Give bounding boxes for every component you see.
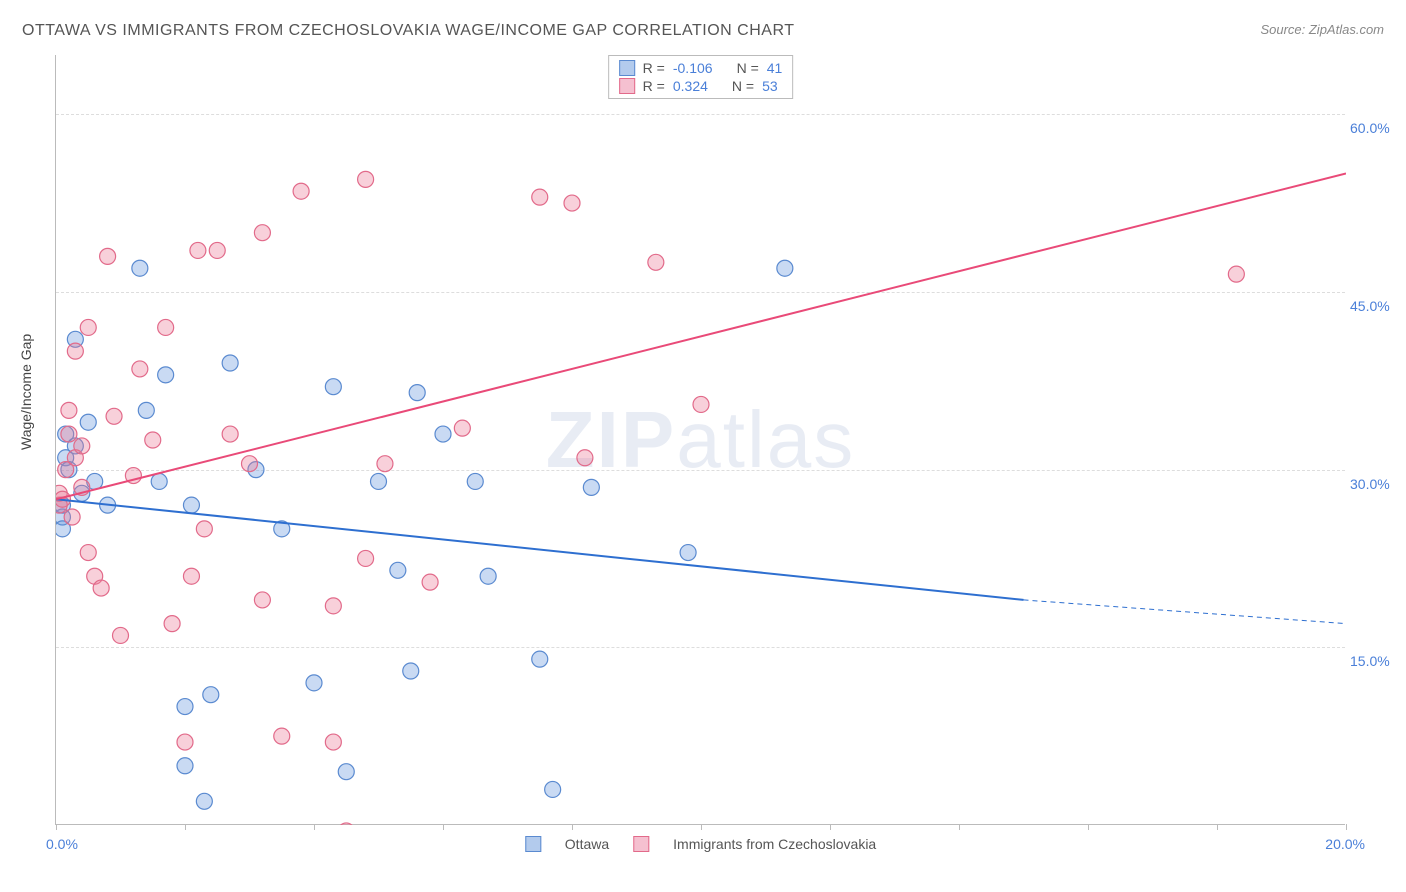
trend-line-extrapolated: [1024, 600, 1347, 624]
data-point: [138, 402, 154, 418]
data-point: [183, 497, 199, 513]
data-point: [113, 627, 129, 643]
legend-row-ottawa: R = -0.106 N = 41: [619, 60, 783, 76]
data-point: [132, 361, 148, 377]
data-point: [422, 574, 438, 590]
data-point: [1228, 266, 1244, 282]
data-point: [371, 473, 387, 489]
series-legend: Ottawa Immigrants from Czechoslovakia: [525, 836, 876, 852]
data-point: [564, 195, 580, 211]
data-point: [145, 432, 161, 448]
data-point: [190, 242, 206, 258]
n-value-immigrants: 53: [762, 78, 778, 94]
data-point: [132, 260, 148, 276]
data-point: [93, 580, 109, 596]
data-point: [209, 242, 225, 258]
data-point: [151, 473, 167, 489]
data-point: [454, 420, 470, 436]
data-point: [409, 385, 425, 401]
data-point: [61, 426, 77, 442]
plot-area: ZIPatlas 15.0%30.0%45.0%60.0% R = -0.106…: [55, 55, 1345, 825]
data-point: [390, 562, 406, 578]
data-point: [693, 396, 709, 412]
scatter-svg: [56, 55, 1346, 825]
r-value-immigrants: 0.324: [673, 78, 708, 94]
x-tick-label-min: 0.0%: [46, 836, 78, 852]
data-point: [164, 616, 180, 632]
data-point: [74, 438, 90, 454]
data-point: [158, 367, 174, 383]
y-tick-label: 15.0%: [1350, 653, 1405, 669]
data-point: [106, 408, 122, 424]
data-point: [777, 260, 793, 276]
data-point: [325, 379, 341, 395]
swatch-ottawa-icon: [525, 836, 541, 852]
series-name-ottawa: Ottawa: [565, 836, 609, 852]
source-attribution: Source: ZipAtlas.com: [1260, 22, 1384, 37]
trend-line: [56, 499, 1024, 600]
y-axis-label: Wage/Income Gap: [18, 334, 34, 450]
data-point: [158, 319, 174, 335]
y-tick-label: 45.0%: [1350, 298, 1405, 314]
data-point: [648, 254, 664, 270]
data-point: [80, 319, 96, 335]
r-value-ottawa: -0.106: [673, 60, 713, 76]
data-point: [183, 568, 199, 584]
data-point: [680, 545, 696, 561]
data-point: [532, 651, 548, 667]
data-point: [254, 592, 270, 608]
chart-container: OTTAWA VS IMMIGRANTS FROM CZECHOSLOVAKIA…: [0, 0, 1406, 892]
swatch-ottawa: [619, 60, 635, 76]
legend-row-immigrants: R = 0.324 N = 53: [619, 78, 783, 94]
data-point: [274, 728, 290, 744]
data-point: [222, 355, 238, 371]
n-value-ottawa: 41: [767, 60, 783, 76]
data-point: [254, 225, 270, 241]
data-point: [480, 568, 496, 584]
x-tick-label-max: 20.0%: [1325, 836, 1365, 852]
data-point: [435, 426, 451, 442]
y-tick-label: 60.0%: [1350, 120, 1405, 136]
chart-title: OTTAWA VS IMMIGRANTS FROM CZECHOSLOVAKIA…: [22, 22, 794, 40]
y-tick-label: 30.0%: [1350, 476, 1405, 492]
data-point: [338, 764, 354, 780]
swatch-immigrants-icon: [633, 836, 649, 852]
data-point: [583, 479, 599, 495]
data-point: [306, 675, 322, 691]
data-point: [242, 456, 258, 472]
data-point: [338, 823, 354, 825]
series-name-immigrants: Immigrants from Czechoslovakia: [673, 836, 876, 852]
data-point: [61, 402, 77, 418]
data-point: [467, 473, 483, 489]
n-label: N =: [737, 60, 759, 76]
data-point: [177, 758, 193, 774]
data-point: [177, 699, 193, 715]
data-point: [358, 550, 374, 566]
r-label: R =: [643, 60, 665, 76]
data-point: [325, 598, 341, 614]
data-point: [532, 189, 548, 205]
data-point: [177, 734, 193, 750]
r-label: R =: [643, 78, 665, 94]
swatch-immigrants: [619, 78, 635, 94]
data-point: [403, 663, 419, 679]
data-point: [325, 734, 341, 750]
data-point: [196, 521, 212, 537]
data-point: [196, 793, 212, 809]
data-point: [293, 183, 309, 199]
data-point: [577, 450, 593, 466]
trend-line: [56, 173, 1346, 499]
data-point: [100, 248, 116, 264]
data-point: [64, 509, 80, 525]
data-point: [545, 781, 561, 797]
correlation-legend: R = -0.106 N = 41 R = 0.324 N = 53: [608, 55, 794, 99]
data-point: [80, 414, 96, 430]
data-point: [358, 171, 374, 187]
data-point: [222, 426, 238, 442]
data-point: [377, 456, 393, 472]
data-point: [203, 687, 219, 703]
n-label: N =: [732, 78, 754, 94]
data-point: [67, 343, 83, 359]
data-point: [80, 545, 96, 561]
